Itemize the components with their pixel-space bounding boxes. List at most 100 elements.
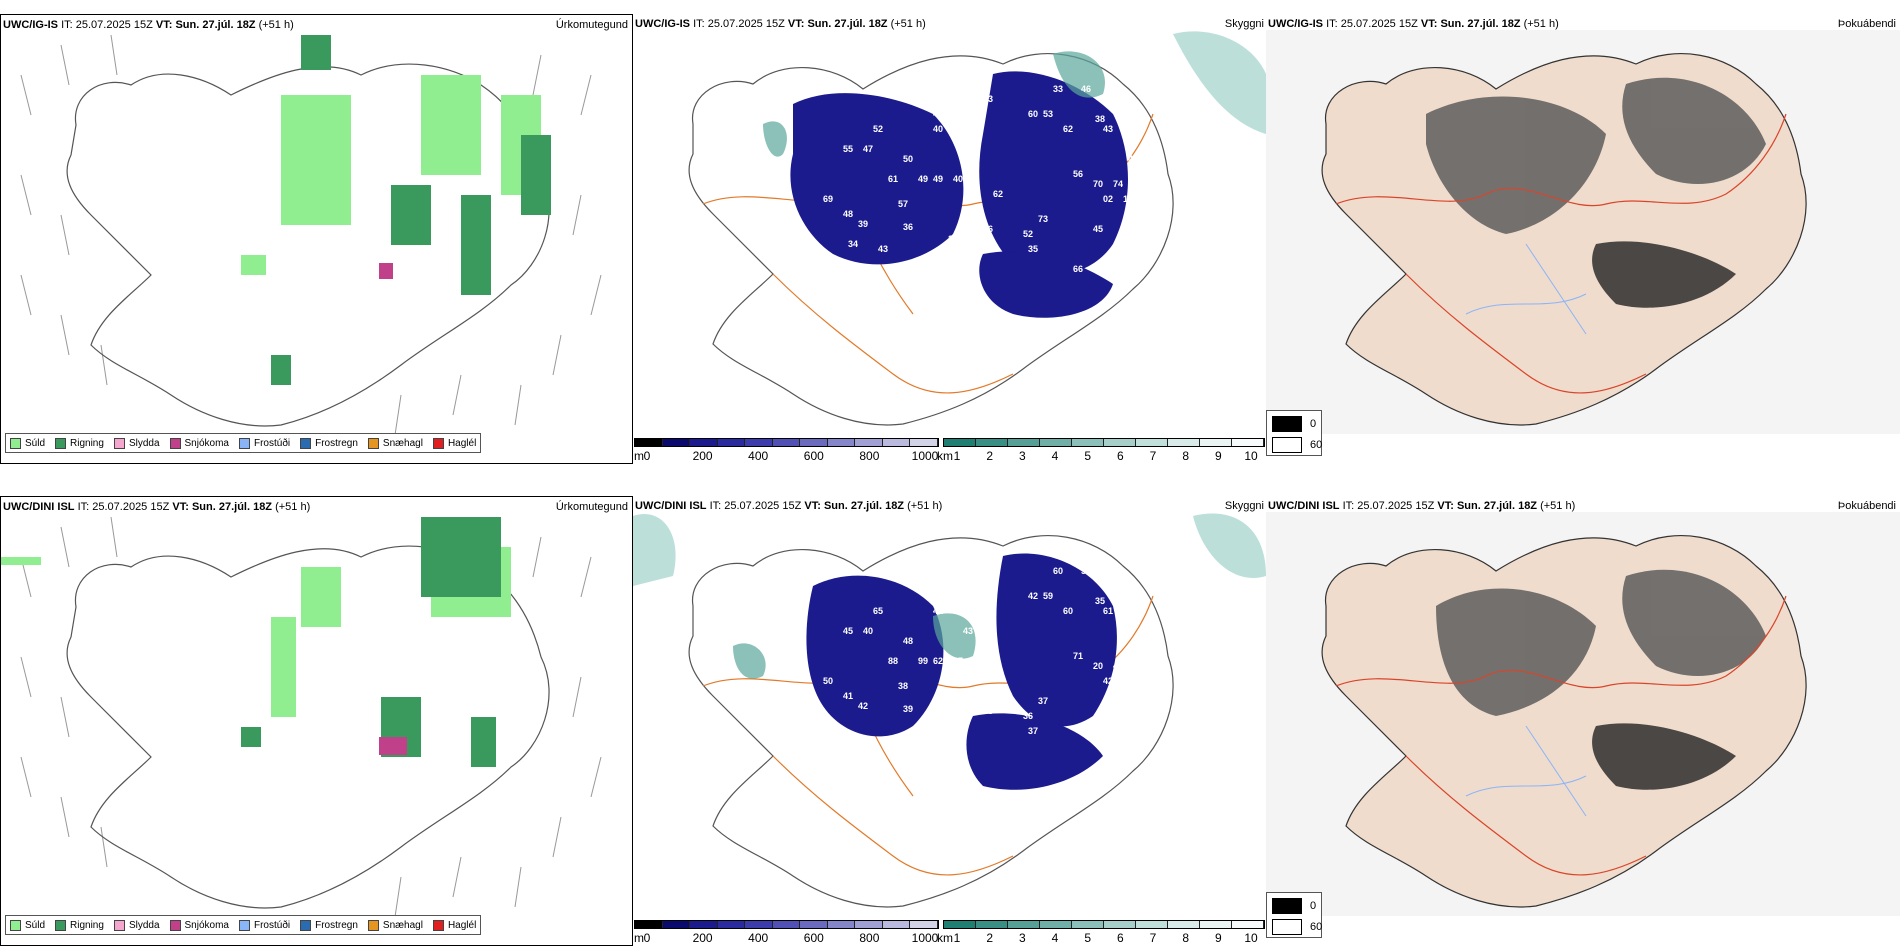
cloud-panel-top: UWC/IG-IS IT: 25.07.2025 15Z VT: Sun. 27…: [633, 14, 1266, 464]
cloud-base-value: 50: [903, 154, 914, 164]
wind-barbs: [20, 516, 602, 918]
cloud-base-value: 47: [863, 144, 874, 154]
cloud-base-value: 42: [858, 701, 869, 711]
legend-item: Slydda: [113, 437, 160, 449]
cloud-base-value: 36: [983, 224, 994, 234]
cloud-base-value: 49: [933, 174, 944, 184]
height-colorbar-swatches: [634, 920, 939, 929]
cloud-base-value: 50: [823, 676, 834, 686]
legend-item: Súld: [10, 919, 45, 931]
cloud-base-value: 39: [903, 704, 914, 714]
panel-title: Skyggni: [1224, 500, 1264, 512]
cloud-base-value: 99: [918, 656, 929, 666]
cloud-base-value: 62: [1063, 124, 1074, 134]
fog-panel-top: UWC/IG-IS IT: 25.07.2025 15Z VT: Sun. 27…: [1266, 14, 1900, 464]
colorbar-tick: 7: [1149, 931, 1157, 945]
precip-map-top: [20, 34, 602, 436]
colorbar-tick: 400: [748, 931, 769, 945]
legend-item: Snjókoma: [169, 437, 229, 449]
panel-title: Skyggni: [1224, 18, 1264, 30]
cloud-base-value: 49: [918, 174, 929, 184]
visibility-colorbar: km 1 2 3 4 5 6 7 8 9 10: [937, 438, 1265, 464]
cloud-base-value: 52: [1023, 229, 1034, 239]
iceland-outline: [66, 545, 550, 909]
cloud-base-value: 29: [948, 234, 959, 244]
visibility-colorbar-swatches: [943, 438, 1265, 447]
cloud-base-value: 20: [1093, 661, 1104, 671]
cloud-base-value: 34: [848, 239, 859, 249]
cloud-base-value: 85: [1123, 676, 1134, 686]
colorbar-unit: km: [937, 449, 953, 463]
colorbar-tick: 600: [803, 931, 824, 945]
cloud-base-value: 53: [1043, 109, 1054, 119]
cloud-base-value: 02: [1103, 194, 1114, 204]
cloud-base-value: 52: [873, 124, 884, 134]
panel-title: Úrkomutegund: [555, 19, 628, 31]
cloud-base-value: 45: [948, 716, 959, 726]
legend-item: 0: [1272, 416, 1316, 432]
iceland-outline: [688, 535, 1174, 908]
cloud-base-areas: [806, 553, 1117, 790]
cloud-base-value: 56: [1073, 169, 1084, 179]
panel-header: UWC/IG-IS IT: 25.07.2025 15Z VT: Sun. 27…: [635, 18, 926, 30]
cloud-base-value: 69: [823, 194, 834, 204]
snow-area: [379, 263, 393, 279]
cloud-base-value: 46: [1081, 84, 1092, 94]
cloud-base-value: 135: [1123, 194, 1139, 204]
colorbar-tick: 800: [859, 931, 880, 945]
fog-panel-bottom: UWC/DINI ISL IT: 25.07.2025 15Z VT: Sun.…: [1266, 496, 1900, 946]
cloud-base-value: 58: [1081, 566, 1092, 576]
legend-item: 60: [1272, 437, 1322, 453]
cloud-base-value: 73: [1038, 214, 1049, 224]
colorbar-tick: 10: [1244, 931, 1258, 945]
cloud-base-value: 45: [843, 626, 854, 636]
legend-item: Slydda: [113, 919, 160, 931]
cloud-base-value: 45: [1093, 224, 1104, 234]
roads: [1335, 595, 1787, 876]
cloud-base-value: 48: [983, 706, 994, 716]
legend-item: Frostúði: [238, 919, 290, 931]
legend-item: Rigning: [55, 437, 104, 449]
colorbar-tick: 600: [803, 449, 824, 463]
cloud-base-areas: [790, 71, 1128, 318]
colorbar-tick: 1: [953, 931, 961, 945]
panel-title: Þokuábendi: [1837, 500, 1896, 512]
roads: [1335, 113, 1787, 394]
precip-panel-top: UWC/IG-IS IT: 25.07.2025 15Z VT: Sun. 27…: [0, 14, 633, 464]
legend-item: Frostregn: [300, 437, 358, 449]
cloud-base-value: 55: [843, 144, 854, 154]
cloud-base-value: 48: [1128, 154, 1139, 164]
precip-panel-bottom: UWC/DINI ISL IT: 25.07.2025 15Z VT: Sun.…: [0, 496, 633, 946]
cloud-base-value: 62: [933, 656, 944, 666]
colorbar-tick: 1: [953, 449, 961, 463]
fog-legend: 0 60: [1266, 410, 1322, 456]
precip-legend: Súld Rigning Slydda Snjókoma Frostúði Fr…: [5, 915, 482, 935]
colorbar-tick: 0: [643, 449, 651, 463]
cloud-base-value: 43: [878, 244, 889, 254]
cloud-base-value: 71: [1073, 651, 1084, 661]
cloud-map-bottom: [633, 513, 1266, 908]
cloud-base-value: 40: [953, 174, 964, 184]
cloud-base-value: 44: [953, 576, 964, 586]
colorbar-tick: 7: [1149, 449, 1157, 463]
cloud-base-value: 88: [888, 656, 899, 666]
legend-item: Haglél: [432, 437, 476, 449]
colorbar-tick: 200: [692, 449, 713, 463]
legend-item: Snæhagl: [367, 437, 423, 449]
colorbar-tick: 2: [986, 931, 993, 945]
cloud-base-value: 42: [1028, 591, 1039, 601]
cloud-base-value: 66: [1073, 264, 1084, 274]
cloud-base-value: 60: [1028, 109, 1039, 119]
cloud-base-value: 36: [903, 222, 914, 232]
cloud-base-value: 35: [1095, 596, 1106, 606]
cloud-base-value: 40: [983, 576, 994, 586]
cloud-base-value: 47: [953, 656, 964, 666]
cloud-base-value: 38: [1095, 114, 1106, 124]
cloud-base-value: 57: [898, 199, 909, 209]
visibility-colorbar-swatches: [943, 920, 1265, 929]
fog-map-top: [1266, 30, 1900, 434]
colorbar-tick: 1000: [911, 931, 939, 945]
cloud-base-value: 74: [1113, 179, 1124, 189]
cloud-base-value: 42: [823, 254, 834, 264]
legend-item: Snjókoma: [169, 919, 229, 931]
